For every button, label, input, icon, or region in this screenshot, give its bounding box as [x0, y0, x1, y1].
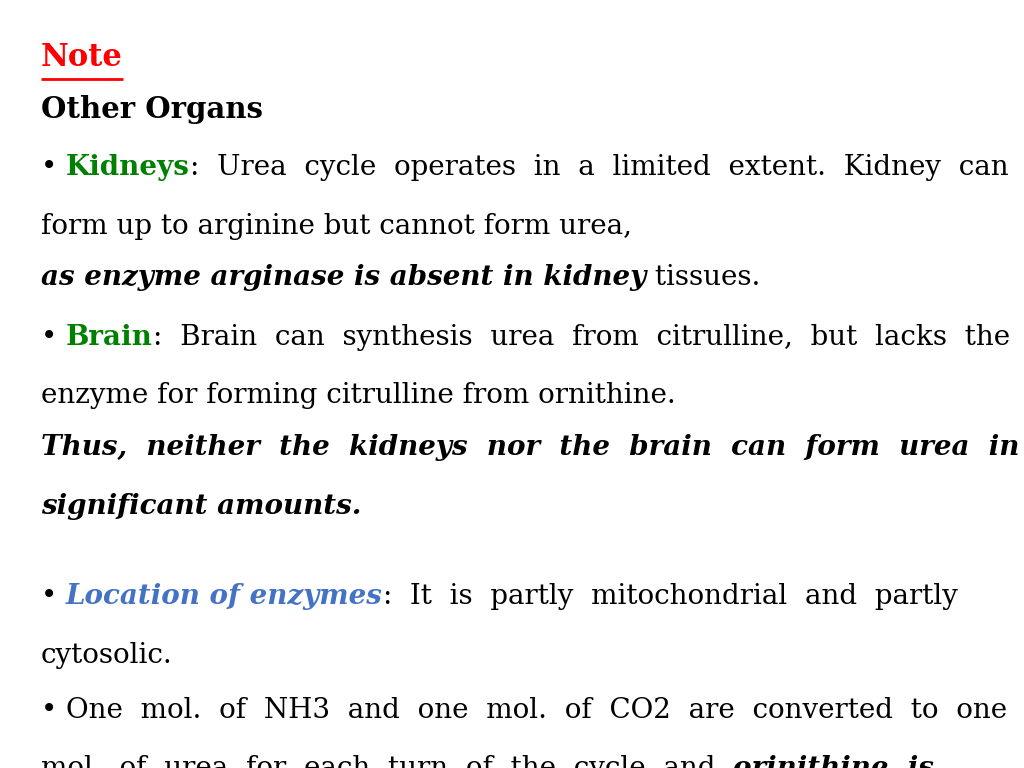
Text: cytosolic.: cytosolic. [41, 642, 173, 669]
Text: •: • [41, 154, 67, 181]
Text: Location of enzymes: Location of enzymes [67, 584, 383, 611]
Text: •: • [41, 323, 67, 350]
Text: Note: Note [41, 42, 123, 73]
Text: form up to arginine but cannot form urea,: form up to arginine but cannot form urea… [41, 213, 632, 240]
Text: :  Urea  cycle  operates  in  a  limited  extent.  Kidney  can: : Urea cycle operates in a limited exten… [190, 154, 1009, 181]
Text: :: : [383, 584, 401, 611]
Text: •: • [41, 697, 67, 724]
Text: It  is  partly  mitochondrial  and  partly: It is partly mitochondrial and partly [401, 584, 958, 611]
Text: Other Organs: Other Organs [41, 94, 263, 124]
Text: tissues.: tissues. [646, 264, 761, 291]
Text: enzyme for forming citrulline from ornithine.: enzyme for forming citrulline from ornit… [41, 382, 676, 409]
Text: Thus,  neither  the  kidneys  nor  the  brain  can  form  urea  in: Thus, neither the kidneys nor the brain … [41, 435, 1019, 462]
Text: One  mol.  of  NH3  and  one  mol.  of  CO2  are  converted  to  one: One mol. of NH3 and one mol. of CO2 are … [67, 697, 1008, 724]
Text: orinithine  is: orinithine is [733, 756, 934, 768]
Text: mol.  of  urea  for  each  turn  of  the  cycle  and: mol. of urea for each turn of the cycle … [41, 756, 733, 768]
Text: Kidneys: Kidneys [67, 154, 190, 181]
Text: •: • [41, 584, 67, 611]
Text: Brain: Brain [67, 323, 153, 350]
Text: :  Brain  can  synthesis  urea  from  citrulline,  but  lacks  the: : Brain can synthesis urea from citrulli… [153, 323, 1010, 350]
Text: as enzyme arginase is absent in kidney: as enzyme arginase is absent in kidney [41, 264, 646, 291]
Text: significant amounts.: significant amounts. [41, 493, 361, 520]
